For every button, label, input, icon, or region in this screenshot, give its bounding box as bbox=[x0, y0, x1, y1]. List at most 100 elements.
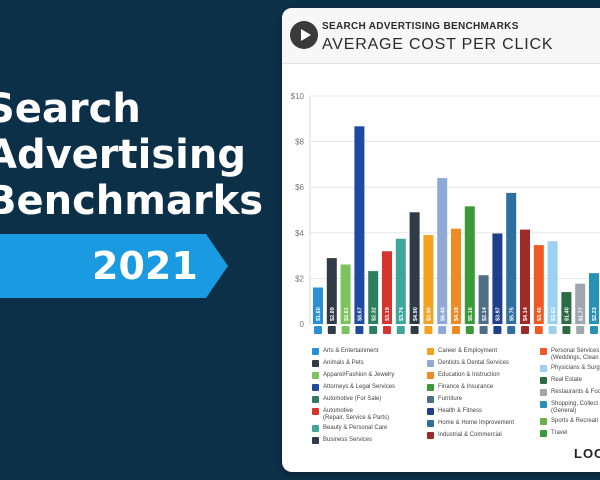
category-icon bbox=[507, 326, 516, 334]
bar-value-label: $1.77 bbox=[578, 307, 584, 321]
legend-swatch-icon bbox=[427, 408, 434, 415]
category-icon bbox=[369, 326, 378, 334]
bar bbox=[478, 275, 489, 324]
year-ribbon: 2021 bbox=[0, 234, 228, 298]
legend-item: Industrial & Commercial bbox=[427, 432, 502, 443]
y-tick-label: $8 bbox=[295, 138, 304, 147]
bar bbox=[354, 126, 365, 324]
bar bbox=[423, 235, 434, 324]
legend-label: Restaurants & Foo bbox=[551, 389, 600, 395]
legend-swatch-icon bbox=[312, 384, 319, 391]
legend-item: Beauty & Personal Care bbox=[312, 425, 387, 436]
bar-value-label: $3.97 bbox=[496, 307, 502, 321]
legend-item: Animals & Pets bbox=[312, 360, 364, 371]
legend-label: Home & Home Improvement bbox=[438, 420, 515, 426]
bar-value-label: $4.14 bbox=[523, 306, 529, 321]
legend-swatch-icon bbox=[540, 377, 547, 384]
bar bbox=[589, 273, 599, 324]
legend-swatch-icon bbox=[312, 396, 319, 403]
category-icon bbox=[410, 326, 419, 334]
legend-label: Personal Services (Weddings, Clean bbox=[551, 348, 600, 361]
legend-item: Education & Instruction bbox=[427, 372, 500, 383]
category-icon bbox=[479, 326, 488, 334]
bar bbox=[395, 238, 406, 324]
legend-label: Finance & Insurance bbox=[438, 384, 494, 390]
category-icon bbox=[341, 326, 350, 334]
legend-item: Health & Fitness bbox=[427, 408, 482, 419]
bar-value-label: $6.40 bbox=[440, 307, 446, 321]
category-icon bbox=[327, 326, 336, 334]
bar-value-label: $4.90 bbox=[413, 307, 419, 321]
category-icon bbox=[590, 326, 598, 334]
category-icon bbox=[576, 326, 585, 334]
legend-item: Shopping, Collect (General) bbox=[540, 401, 598, 414]
legend-swatch-icon bbox=[427, 372, 434, 379]
category-icon bbox=[465, 326, 474, 334]
bar-value-label: $8.67 bbox=[358, 307, 364, 321]
bar-value-label: $1.60 bbox=[316, 307, 322, 321]
bar-value-label: $4.18 bbox=[454, 307, 460, 321]
legend-item: Career & Employment bbox=[427, 348, 497, 359]
infographic-card: SEARCH ADVERTISING BENCHMARKS AVERAGE CO… bbox=[282, 8, 600, 472]
bar bbox=[451, 228, 461, 324]
bar bbox=[326, 258, 337, 324]
legend-label: Automotive (Repair, Service & Parts) bbox=[323, 408, 390, 421]
bar bbox=[520, 229, 530, 324]
legend-item: Business Services bbox=[312, 437, 372, 448]
legend-label: Sports & Recreati bbox=[551, 418, 599, 424]
legend-label: Business Services bbox=[323, 437, 373, 443]
legend-label: Education & Instruction bbox=[438, 372, 500, 378]
legend-swatch-icon bbox=[312, 408, 319, 415]
bar bbox=[382, 251, 392, 324]
legend-swatch-icon bbox=[427, 348, 434, 355]
legend-item: Finance & Insurance bbox=[427, 384, 493, 395]
bar-chart: $10 $8 $6 $4 $2 0 $1.60 $2.89 $2.61 $8.67 $2.32 $3.… bbox=[291, 92, 600, 334]
category-icon bbox=[355, 326, 364, 334]
category-icon bbox=[562, 326, 571, 334]
category-icon bbox=[452, 326, 460, 334]
legend-label: Beauty & Personal Care bbox=[323, 425, 388, 431]
legend-label: Apparel/Fashion & Jewelry bbox=[323, 372, 395, 378]
category-icon bbox=[438, 326, 447, 334]
legend-item: Furniture bbox=[427, 396, 462, 407]
category-icon bbox=[424, 326, 433, 334]
bar-value-label: $2.61 bbox=[344, 307, 350, 321]
legend-label: Dentists & Dental Services bbox=[438, 360, 510, 366]
chart-legend: Arts & Entertainment Animals & Pets Appare… bbox=[282, 344, 600, 454]
y-tick-label: 0 bbox=[300, 320, 305, 329]
legend-label: Health & Fitness bbox=[438, 408, 483, 414]
legend-swatch-icon bbox=[540, 430, 547, 437]
bar-value-label: $3.19 bbox=[385, 307, 391, 321]
legend-item: Personal Services (Weddings, Clean bbox=[540, 348, 600, 361]
bar bbox=[575, 283, 586, 324]
bar bbox=[409, 212, 420, 324]
legend-label: Career & Employment bbox=[438, 348, 498, 354]
category-icon bbox=[383, 326, 391, 334]
legend-item: Attorneys & Legal Services bbox=[312, 384, 395, 395]
bar bbox=[368, 271, 379, 324]
category-icon bbox=[314, 326, 322, 334]
legend-swatch-icon bbox=[427, 432, 434, 439]
bar bbox=[547, 241, 558, 324]
legend-swatch-icon bbox=[427, 396, 434, 403]
legend-swatch-icon bbox=[312, 360, 319, 367]
bar bbox=[561, 292, 572, 324]
legend-label: Real Estate bbox=[551, 377, 583, 383]
card-title: AVERAGE COST PER CLICK bbox=[322, 36, 554, 53]
legend-item: Real Estate bbox=[540, 377, 582, 388]
legend-item: Restaurants & Foo bbox=[540, 389, 600, 400]
legend-swatch-icon bbox=[427, 384, 434, 391]
legend-label: Attorneys & Legal Services bbox=[323, 384, 396, 390]
year-label: 2021 bbox=[92, 244, 198, 288]
legend-swatch-icon bbox=[312, 437, 319, 444]
legend-swatch-icon bbox=[540, 418, 547, 425]
legend-swatch-icon bbox=[312, 348, 319, 355]
bar bbox=[437, 178, 448, 324]
play-icon[interactable] bbox=[290, 21, 318, 49]
legend-item: Arts & Entertainment bbox=[312, 348, 378, 359]
legend-item: Sports & Recreati bbox=[540, 418, 598, 429]
legend-swatch-icon bbox=[312, 372, 319, 379]
legend-item: Home & Home Improvement bbox=[427, 420, 514, 431]
bar bbox=[464, 206, 475, 324]
legend-label: Furniture bbox=[438, 396, 463, 402]
